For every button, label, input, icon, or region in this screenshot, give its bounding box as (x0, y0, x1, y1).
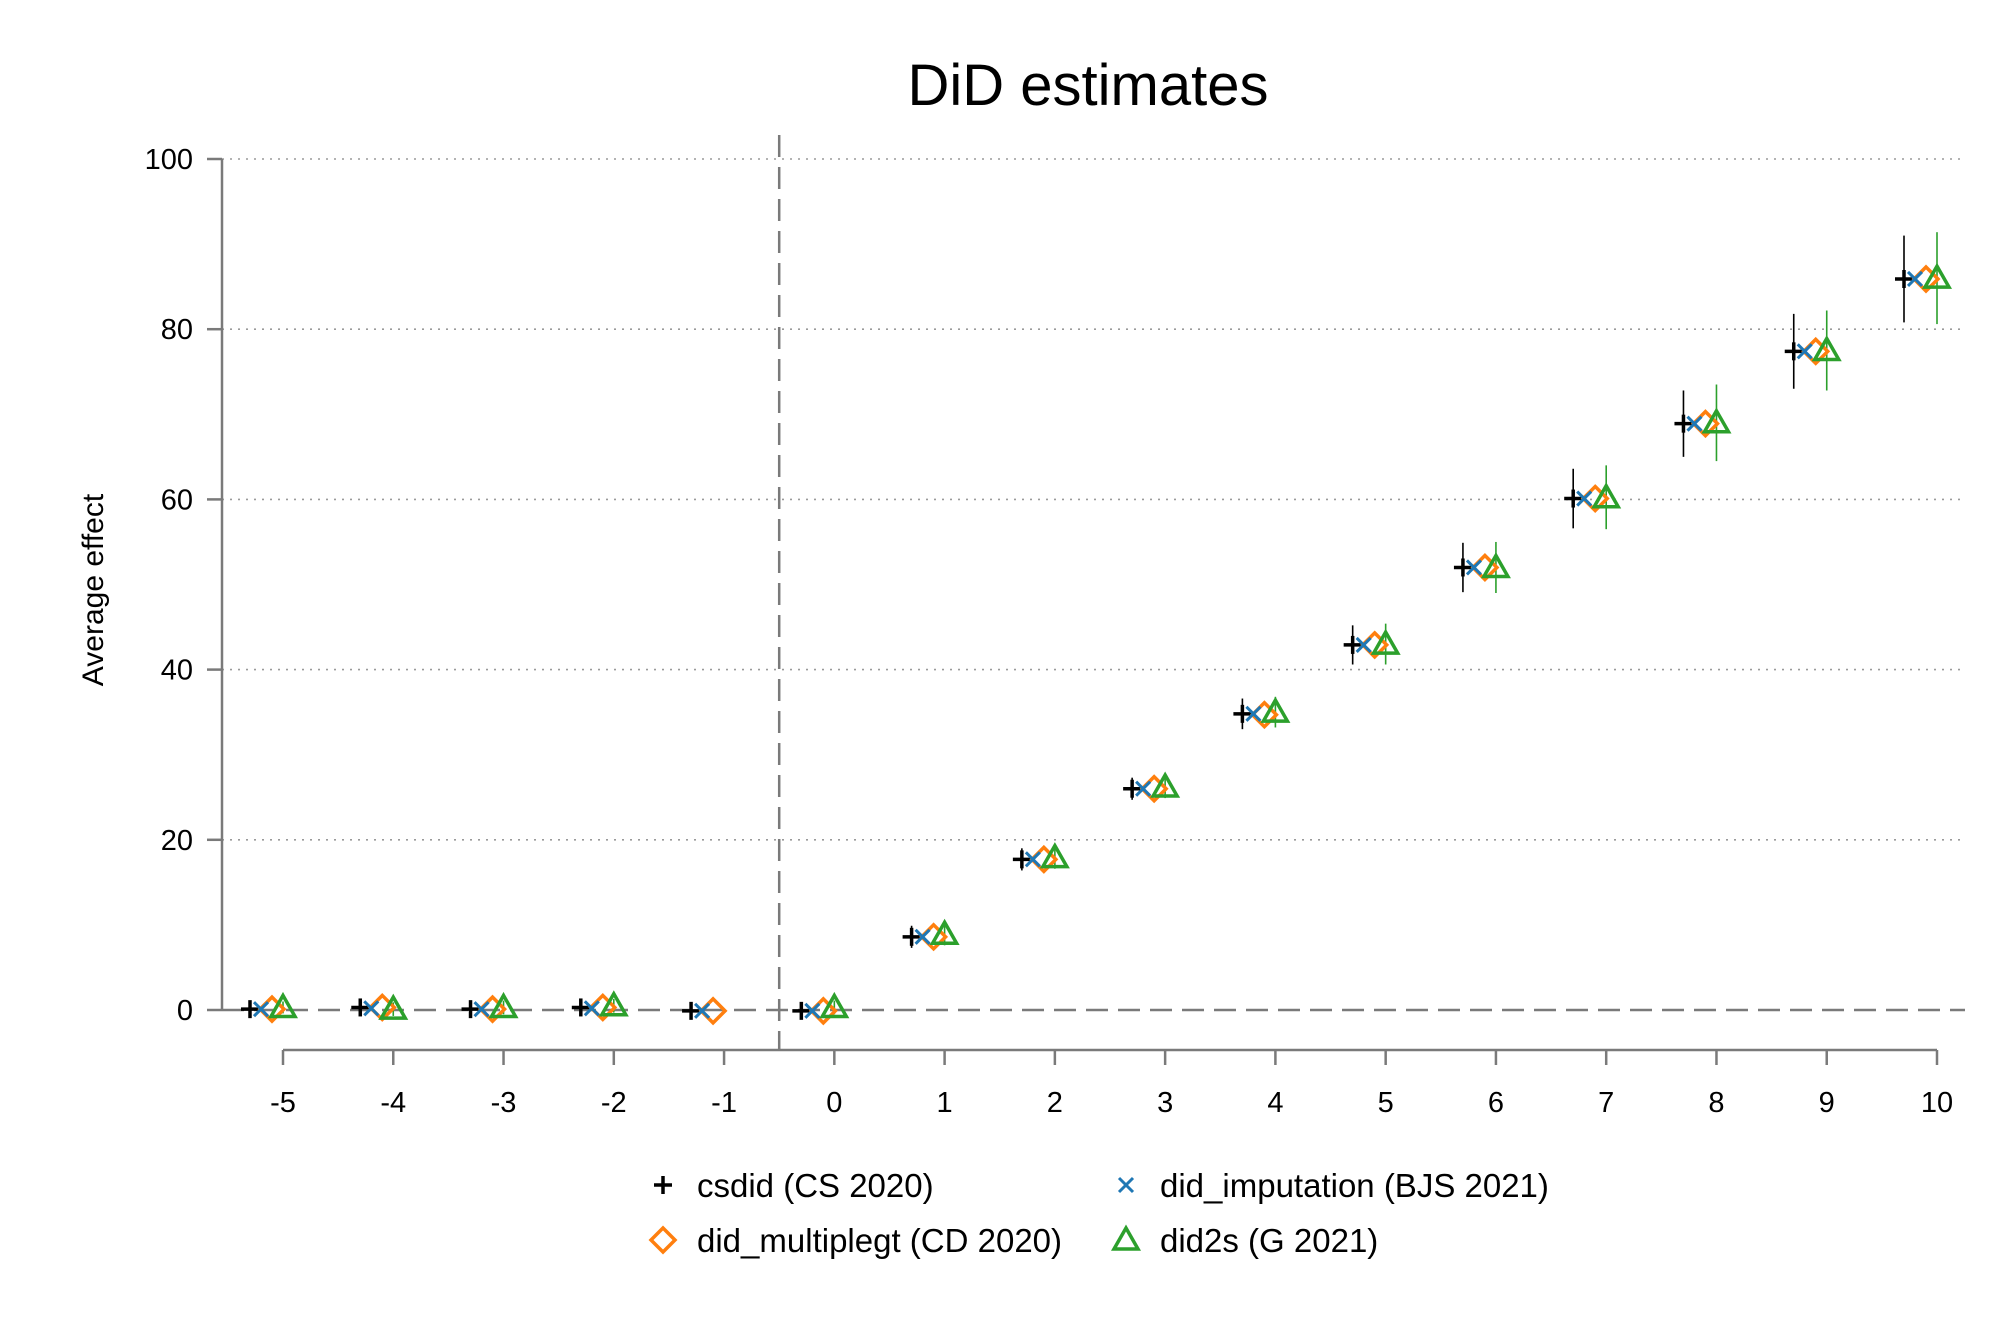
x-tick-label: 7 (1598, 1087, 1614, 1119)
x-tick-label: 6 (1488, 1087, 1504, 1119)
legend-label: csdid (CS 2020) (697, 1167, 934, 1204)
y-tick-label: 60 (161, 484, 193, 516)
x-tick-label: 4 (1267, 1087, 1283, 1119)
point-plus (461, 1000, 480, 1019)
data-markers (241, 262, 1953, 1026)
legend-marker-x (1117, 1176, 1135, 1194)
point-triangle (1260, 696, 1291, 723)
x-tick-label: 9 (1819, 1087, 1835, 1119)
point-triangle (1921, 262, 1953, 289)
point-triangle (1811, 334, 1842, 362)
point-triangle (267, 991, 299, 1019)
x-tick-label: 8 (1708, 1087, 1724, 1119)
y-tick-label: 80 (161, 314, 193, 346)
point-triangle (378, 993, 409, 1020)
point-x (1135, 780, 1152, 797)
x-tick-label: 10 (1921, 1087, 1953, 1119)
legend-label: did2s (G 2021) (1160, 1222, 1378, 1259)
gridlines (222, 158, 1965, 841)
reference-lines (222, 135, 1965, 1050)
point-plus (1453, 558, 1472, 577)
legend-marker-plus (654, 1176, 672, 1194)
y-tick-label: 100 (145, 144, 193, 176)
point-plus (1343, 635, 1362, 654)
x-tick-label: -2 (601, 1087, 627, 1119)
point-plus (1895, 269, 1913, 288)
point-plus (1564, 489, 1583, 508)
point-x (1355, 636, 1372, 653)
point-x (363, 1000, 380, 1017)
point-x (583, 1000, 600, 1017)
point-x (252, 1001, 270, 1018)
legend-label: did_multiplegt (CD 2020) (697, 1222, 1062, 1259)
point-x (914, 928, 931, 945)
point-x (1024, 851, 1041, 868)
point-x (1576, 490, 1593, 507)
point-plus (1784, 342, 1803, 361)
point-x (1686, 415, 1703, 432)
point-plus (682, 1001, 701, 1020)
point-plus (1123, 779, 1142, 798)
y-tick-label: 0 (177, 995, 193, 1027)
point-triangle (1480, 551, 1511, 579)
confidence-intervals (249, 232, 1938, 1018)
y-tick-label: 20 (161, 825, 193, 857)
x-tick-label: -5 (270, 1087, 296, 1119)
point-x (1245, 705, 1262, 722)
x-tick-label: -4 (380, 1087, 406, 1119)
point-triangle (488, 991, 519, 1019)
y-axis-title: Average effect (77, 493, 110, 686)
point-triangle (1591, 482, 1622, 509)
x-tick-label: 0 (826, 1087, 842, 1119)
point-triangle (598, 990, 629, 1017)
point-x (694, 1002, 711, 1019)
point-plus (1233, 704, 1252, 723)
legend-marker-triangle (1110, 1224, 1142, 1251)
point-plus (1674, 414, 1693, 433)
point-triangle (1370, 628, 1401, 655)
point-triangle (1701, 407, 1732, 434)
point-plus (241, 1000, 259, 1019)
y-tick-label: 40 (161, 655, 193, 687)
point-x (1796, 343, 1813, 360)
legend-marker-diamond (648, 1225, 678, 1255)
x-tick-label: -3 (491, 1087, 517, 1119)
point-plus (351, 998, 370, 1017)
point-plus (902, 927, 921, 946)
x-tick-label: 3 (1157, 1087, 1173, 1119)
legend: csdid (CS 2020) did_imputation (BJS 2021)… (648, 1167, 1549, 1259)
point-x (473, 1001, 490, 1018)
x-tick-label: 5 (1378, 1087, 1394, 1119)
point-plus (571, 998, 590, 1017)
axes: 0 20 40 60 80 100 -5 -4 -3 -2 -1 0 1 2 3 4 5 6 7 8 9 10 (145, 144, 1954, 1119)
point-triangle (929, 918, 960, 946)
chart-title: DiD estimates (908, 53, 1269, 118)
point-triangle (1150, 771, 1181, 798)
point-x (1465, 559, 1482, 576)
legend-label: did_imputation (BJS 2021) (1160, 1167, 1549, 1204)
point-plus (792, 1001, 811, 1020)
point-x (804, 1002, 821, 1019)
x-tick-label: 2 (1047, 1087, 1063, 1119)
x-tick-label: -1 (711, 1087, 737, 1119)
point-x (1906, 270, 1924, 288)
point-triangle (1039, 842, 1070, 869)
point-plus (1012, 850, 1031, 869)
point-triangle (819, 991, 850, 1019)
x-tick-label: 1 (937, 1087, 953, 1119)
